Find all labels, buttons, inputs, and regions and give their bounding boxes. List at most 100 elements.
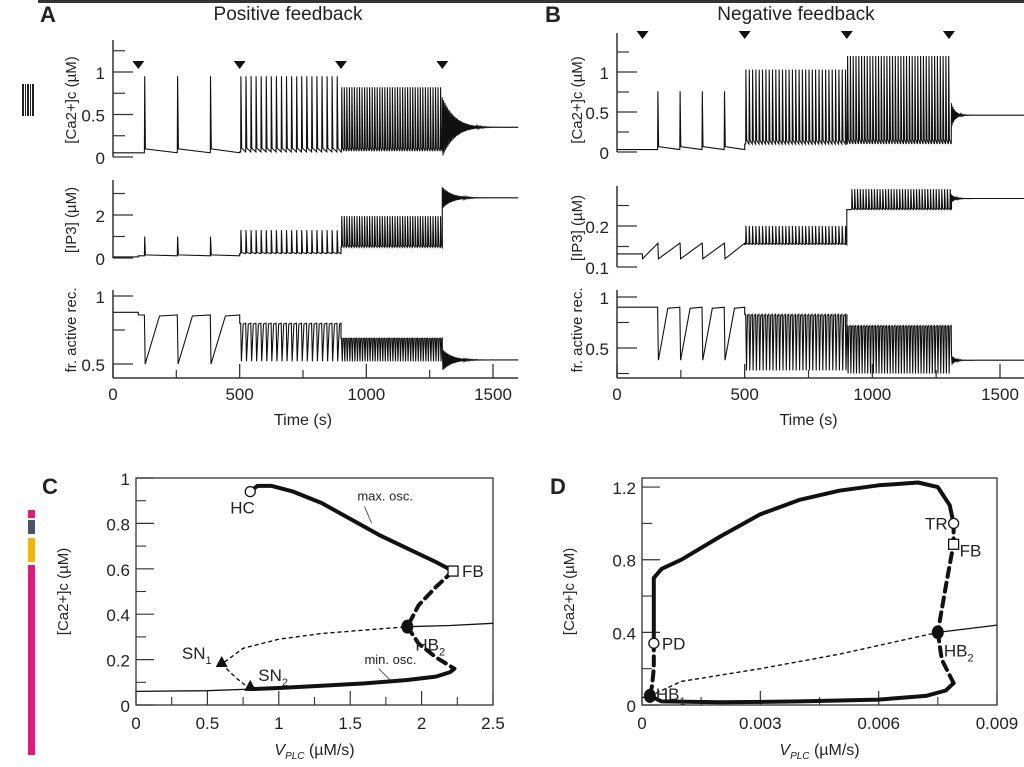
open-circle-marker-icon <box>648 637 660 649</box>
x-tick-label: 0 <box>108 385 117 404</box>
open-circle-marker-icon <box>244 485 256 498</box>
leader-line <box>378 668 391 681</box>
x-axis-title: Time (s) <box>779 412 837 429</box>
chart-a-ca: 0 0.5 1 [Ca2+]c (µM) <box>63 40 519 168</box>
series-max-osc- <box>651 480 956 644</box>
trace-b-ip3 <box>617 189 1024 261</box>
y-tick-label: 0.5 <box>81 107 105 126</box>
y-tick-label: 0.4 <box>106 606 130 625</box>
side-marker-pink-long <box>28 565 35 755</box>
stimulus-marker-icon <box>436 61 449 69</box>
x-axis-title: Time (s) <box>274 412 332 429</box>
stimulus-marker-icon <box>942 31 955 39</box>
chart-a-rec: 0.5 1 fr. active rec. 0 500 1000 1500 Time (s) <box>63 287 519 429</box>
y-tick-label: 0.8 <box>106 515 130 534</box>
y-tick-label: 0.8 <box>612 552 636 571</box>
y-tick-label: 0 <box>96 250 105 269</box>
open-square-marker-icon <box>447 565 459 577</box>
x-tick-label: 500 <box>730 385 758 404</box>
series-min-osc- <box>248 666 457 692</box>
panel-letter-d: D <box>550 474 566 499</box>
filled-triangle-marker-icon <box>244 679 257 691</box>
stimulus-marker-icon <box>738 31 751 39</box>
trace-a-ip3 <box>113 187 519 258</box>
x-tick-label: 1500 <box>981 385 1019 404</box>
trace-a-ca <box>113 76 519 156</box>
panel-letter-a: A <box>40 2 56 27</box>
x-axis-title: VPLC (µM/s) <box>779 742 859 762</box>
series-unstable-osc-max- <box>405 569 455 629</box>
open-square-marker-icon <box>947 538 960 550</box>
panel-title-b: Negative feedback <box>717 4 875 25</box>
y-axis-label: [Ca2+]c (µM) <box>55 548 72 635</box>
stimulus-marker-icon <box>636 31 649 39</box>
annotation-label: HB2 <box>944 641 974 664</box>
x-tick-label: 1000 <box>347 385 385 404</box>
x-tick-label: 0.5 <box>196 714 220 733</box>
annotation-label: FB <box>462 562 484 581</box>
chart-d: 0 0.003 0.006 0.009 0 0.4 0.8 1.2 [Ca2+]c (µM) VP… <box>561 477 1019 762</box>
x-tick-label: 2 <box>417 714 426 733</box>
trace-b-rec <box>617 306 1024 374</box>
y-tick-label: 0.1 <box>585 259 609 278</box>
stimulus-marker-icon <box>233 61 246 69</box>
filled-circle-marker-icon <box>643 688 656 703</box>
x-tick-label: 2.5 <box>481 714 505 733</box>
leader-line <box>364 506 372 524</box>
x-tick-label: 0 <box>612 385 621 404</box>
series-unstable-steady-state <box>649 631 939 697</box>
x-tick-label: 0 <box>637 714 646 733</box>
y-tick-label: 0.4 <box>612 624 636 643</box>
series-unstable-steady-state <box>221 626 408 690</box>
filled-circle-marker-icon <box>931 625 944 640</box>
chart-a-ip3: 0 2 [IP3] (µM) <box>63 180 519 269</box>
x-tick-label: 1.5 <box>338 714 362 733</box>
chart-b-ca: 0 0.5 1 [Ca2+]c (µM) <box>569 31 1024 163</box>
series-min-osc- <box>647 681 956 705</box>
series-unstable-osc-min- <box>405 624 457 671</box>
x-tick-label: 0.009 <box>976 714 1019 733</box>
series-max-osc- <box>248 483 455 574</box>
annotation-label: max. osc. <box>357 489 413 504</box>
y-tick-label: 0 <box>96 149 105 168</box>
y-axis-label: [Ca2+]c (µM) <box>561 548 578 635</box>
annotation-label: FB <box>960 541 982 560</box>
chart-b-rec: 0.5 1 fr. active rec. 0 500 1000 1500 Time (s) <box>569 287 1024 429</box>
filled-triangle-marker-icon <box>215 656 228 668</box>
y-axis-label: fr. active rec. <box>569 287 586 372</box>
y-tick-label: 0.2 <box>585 218 609 237</box>
y-tick-label: 1 <box>96 288 105 307</box>
y-axis-label: [Ca2+]c (µM) <box>63 56 80 143</box>
trace-b-ca <box>617 55 1024 151</box>
y-tick-label: 0.2 <box>106 652 130 671</box>
y-tick-label: 0.6 <box>106 561 130 580</box>
trace-a-rec <box>113 311 519 371</box>
series-unstable-osc-upper- <box>935 521 956 635</box>
y-tick-label: 0 <box>600 144 609 163</box>
side-marker-yellow <box>28 538 35 562</box>
side-marker-pink-small <box>28 510 35 518</box>
y-axis-label: [IP3] (µM) <box>569 195 586 261</box>
annotation-label: HB1 <box>656 685 686 708</box>
x-tick-label: 0.006 <box>857 714 900 733</box>
x-tick-label: 0 <box>131 714 140 733</box>
x-tick-label: 1 <box>274 714 283 733</box>
y-tick-label: 0.5 <box>585 340 609 359</box>
panel-title-a: Positive feedback <box>214 4 363 25</box>
y-tick-label: 0.5 <box>81 356 105 375</box>
x-tick-label: 500 <box>225 385 253 404</box>
barcode-marker-icon <box>22 84 34 116</box>
y-axis-label: [Ca2+]c (µM) <box>569 56 586 143</box>
x-axis-title: VPLC (µM/s) <box>274 742 354 762</box>
open-circle-marker-icon <box>947 517 960 530</box>
chart-b-ip3: 0.1 0.2[IP3] (µM) <box>569 186 1024 278</box>
filled-circle-marker-icon <box>401 619 414 634</box>
stimulus-marker-icon <box>132 61 145 69</box>
y-tick-label: 1 <box>600 289 609 308</box>
annotation-label: HC <box>230 499 255 518</box>
series-stable-steady-state-high- <box>406 622 494 628</box>
y-tick-label: 0.5 <box>585 104 609 123</box>
annotation-label: HB2 <box>415 636 445 659</box>
annotation-label: SN2 <box>258 666 288 689</box>
